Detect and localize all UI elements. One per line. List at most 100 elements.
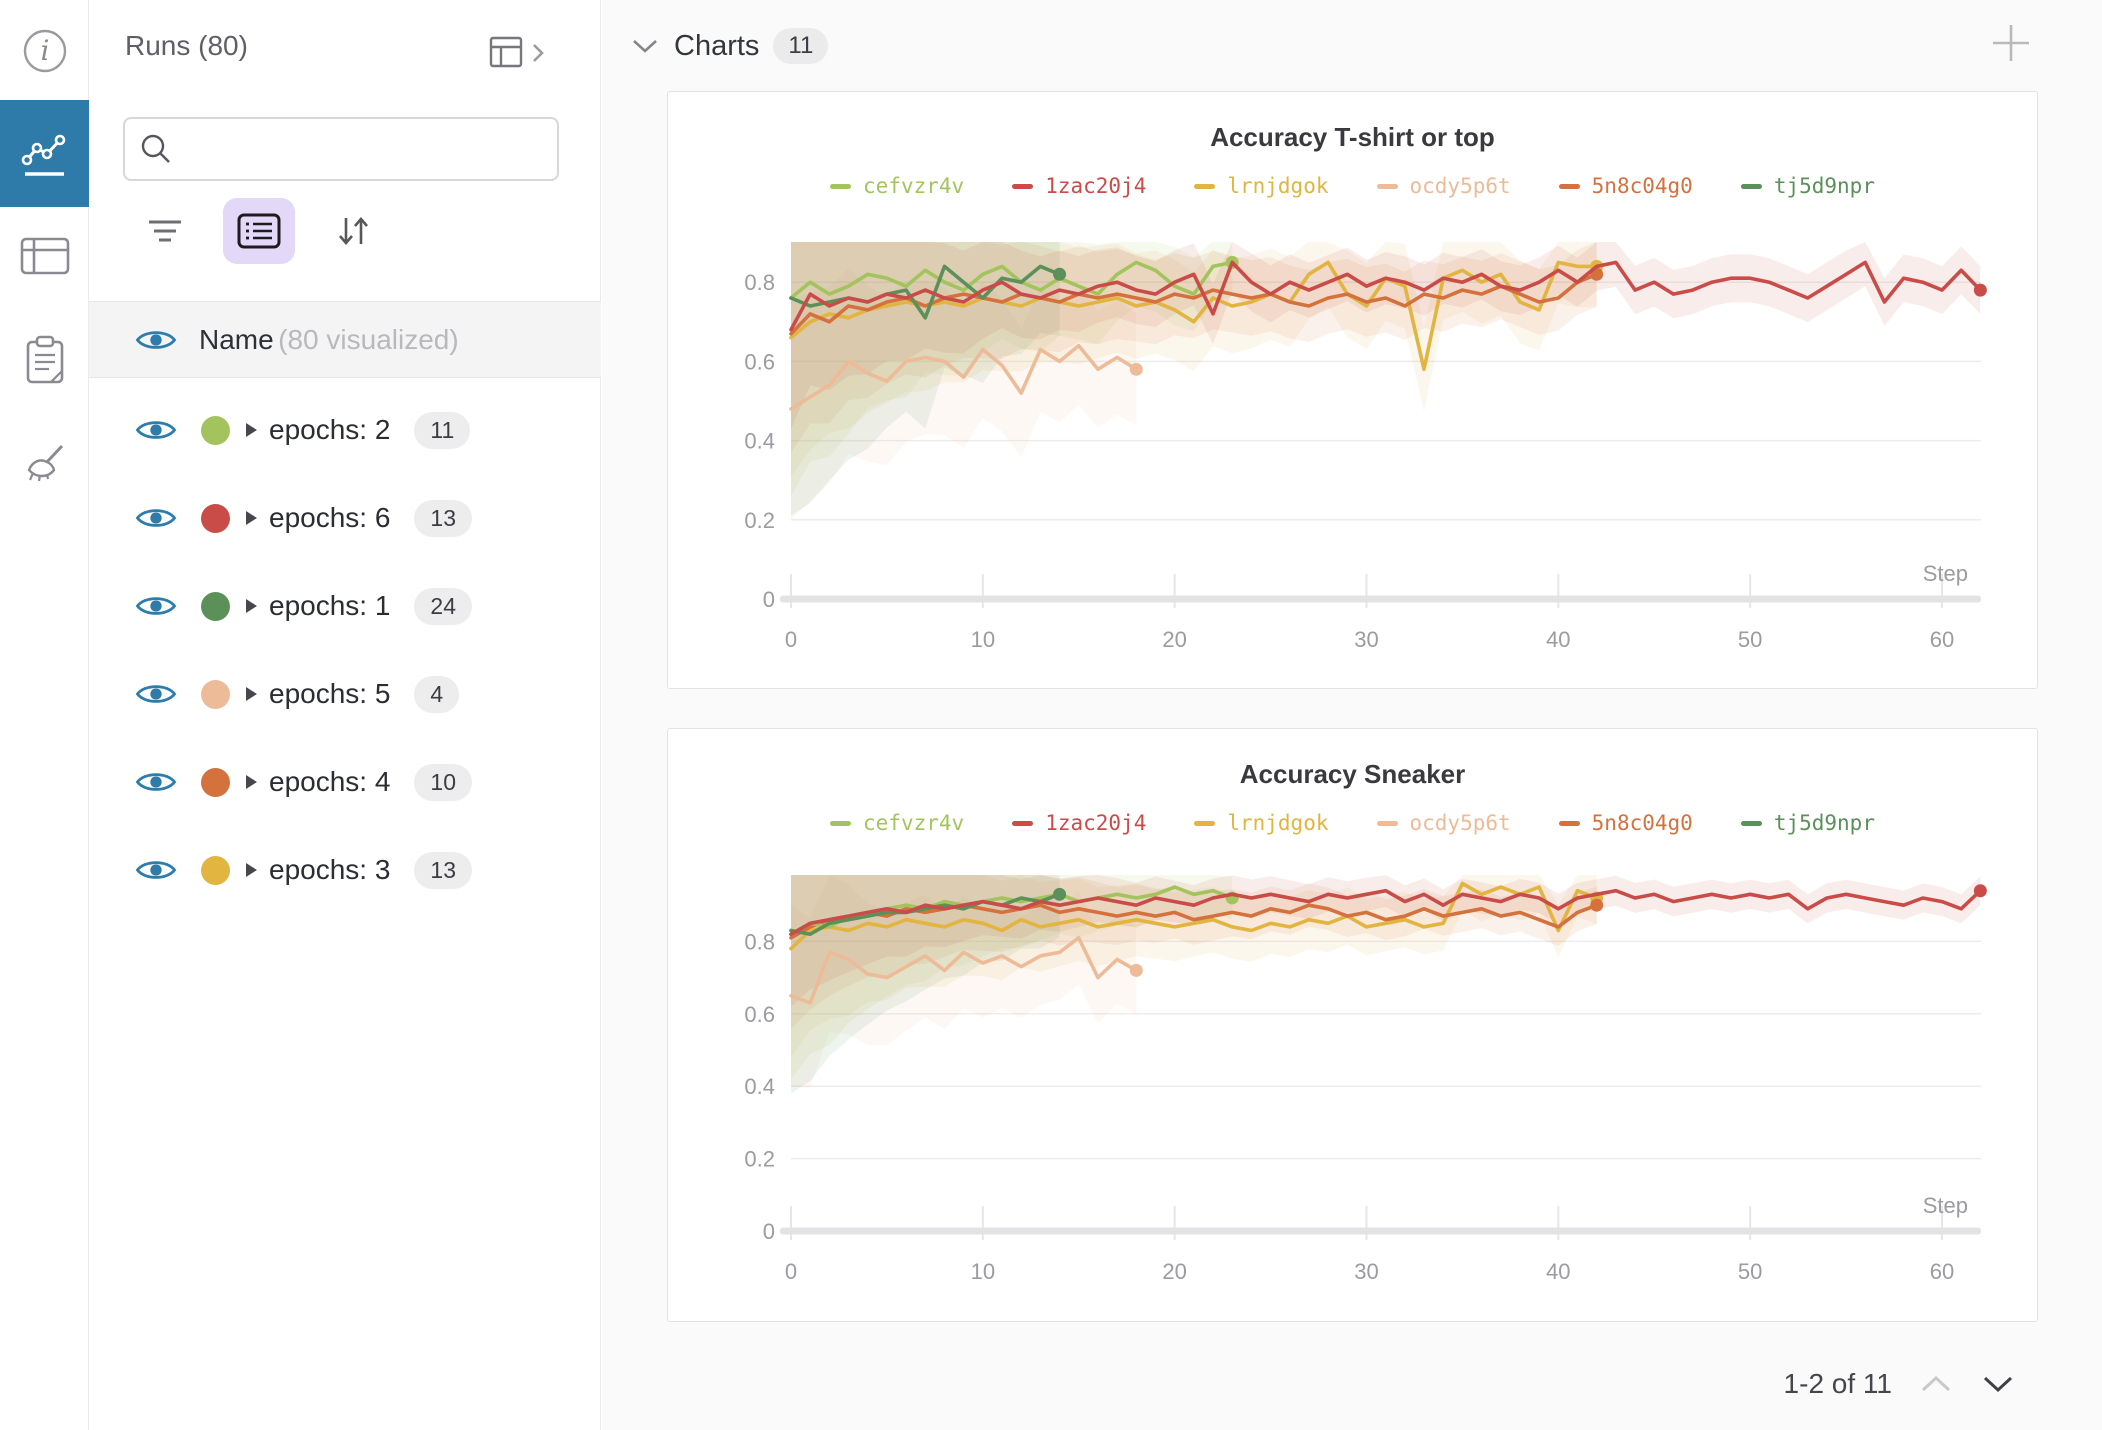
charts-section-header: Charts 11 xyxy=(630,28,829,64)
info-icon[interactable]: i xyxy=(0,16,89,86)
legend-item[interactable]: tj5d9npr xyxy=(1740,174,1875,198)
run-color-dot xyxy=(201,415,230,445)
chart-card: Accuracy Sneaker cefvzr4v 1zac20j4 lrnjdgo… xyxy=(667,728,2038,1322)
legend-run-name: 1zac20j4 xyxy=(1045,174,1147,198)
legend-item[interactable]: 1zac20j4 xyxy=(1012,811,1146,835)
run-count-badge: 24 xyxy=(414,587,473,625)
expand-caret-icon[interactable] xyxy=(246,511,257,525)
add-panel-button[interactable] xyxy=(1990,22,2032,69)
chevron-down-icon[interactable] xyxy=(630,36,660,56)
legend-run-name: lrnjdgok xyxy=(1227,174,1329,198)
svg-text:50: 50 xyxy=(1738,627,1762,652)
line-chart[interactable]: 0 0.2 0.4 0.6 0.8 0 10 20 30 40 50 60 Step xyxy=(668,228,2037,688)
list-view-button[interactable] xyxy=(223,198,295,264)
run-group-label: epochs: 3 xyxy=(269,854,391,885)
expand-caret-icon[interactable] xyxy=(246,863,257,877)
run-group-row[interactable]: epochs: 3 13 xyxy=(89,826,601,914)
runs-search-input[interactable] xyxy=(183,119,557,179)
svg-text:10: 10 xyxy=(971,1259,995,1284)
svg-text:40: 40 xyxy=(1546,627,1570,652)
legend-item[interactable]: 1zac20j4 xyxy=(1012,174,1146,198)
legend-item[interactable]: 5n8c04g0 xyxy=(1558,811,1693,835)
charts-section-title: Charts xyxy=(674,29,760,62)
legend-item[interactable]: 5n8c04g0 xyxy=(1558,174,1693,198)
svg-text:0: 0 xyxy=(785,1259,797,1284)
svg-text:i: i xyxy=(40,34,49,67)
svg-text:0: 0 xyxy=(763,1219,775,1244)
run-count-badge: 4 xyxy=(414,675,460,713)
svg-text:Step: Step xyxy=(1923,1193,1968,1218)
run-color-dot xyxy=(201,855,230,885)
svg-text:30: 30 xyxy=(1354,1259,1378,1284)
group-key-label: Name xyxy=(199,323,274,355)
legend-run-name: tj5d9npr xyxy=(1773,174,1875,198)
runs-toolbar xyxy=(129,196,389,266)
chevron-right-icon xyxy=(533,44,544,62)
expand-caret-icon[interactable] xyxy=(246,775,257,789)
legend-swatch xyxy=(1194,820,1216,826)
chart-title: Accuracy T-shirt or top xyxy=(1210,122,1495,152)
legend-item[interactable]: cefvzr4v xyxy=(830,174,964,198)
expand-caret-icon[interactable] xyxy=(246,599,257,613)
run-color-dot xyxy=(201,679,230,709)
legend-swatch xyxy=(1558,820,1580,826)
charts-count-badge: 11 xyxy=(773,28,829,64)
legend-run-name: cefvzr4v xyxy=(863,811,965,835)
chevron-up-icon[interactable] xyxy=(1918,1372,1954,1396)
eye-icon[interactable] xyxy=(135,768,177,796)
svg-text:40: 40 xyxy=(1546,1259,1570,1284)
svg-text:0.8: 0.8 xyxy=(744,270,775,295)
svg-text:60: 60 xyxy=(1930,1259,1954,1284)
svg-text:10: 10 xyxy=(971,627,995,652)
sort-icon xyxy=(339,217,368,245)
line-chart[interactable]: 0 0.2 0.4 0.6 0.8 0 10 20 30 40 50 60 Step xyxy=(668,861,2037,1321)
sort-button[interactable] xyxy=(317,198,389,264)
run-count-badge: 11 xyxy=(414,411,471,449)
expand-table-button[interactable] xyxy=(489,36,545,70)
expand-caret-icon[interactable] xyxy=(246,687,257,701)
svg-text:0.4: 0.4 xyxy=(744,429,775,454)
run-color-dot xyxy=(201,591,230,621)
run-group-row[interactable]: epochs: 1 24 xyxy=(89,562,601,650)
eye-icon[interactable] xyxy=(135,680,177,708)
svg-text:0.2: 0.2 xyxy=(744,1147,775,1172)
plus-icon xyxy=(1993,25,2029,61)
eye-icon[interactable] xyxy=(135,326,177,354)
run-group-row[interactable]: epochs: 5 4 xyxy=(89,650,601,738)
legend-swatch xyxy=(1740,183,1762,189)
legend-item[interactable]: ocdy5p6t xyxy=(1376,811,1511,835)
clipboard-icon[interactable] xyxy=(0,325,89,395)
svg-text:0: 0 xyxy=(785,627,797,652)
legend-run-name: ocdy5p6t xyxy=(1409,811,1511,835)
eye-icon[interactable] xyxy=(135,416,177,444)
run-group-label: epochs: 6 xyxy=(269,502,391,533)
eye-icon[interactable] xyxy=(135,592,177,620)
legend-item[interactable]: ocdy5p6t xyxy=(1376,174,1511,198)
table-icon[interactable] xyxy=(0,222,89,292)
legend-run-name: 1zac20j4 xyxy=(1045,811,1147,835)
visualized-header-row[interactable]: Name (80 visualized) xyxy=(89,301,601,378)
run-count-badge: 10 xyxy=(414,763,473,801)
list-view-icon xyxy=(237,213,281,249)
chart-legend: cefvzr4v 1zac20j4 lrnjdgok ocdy5p6t 5n8c04g0… xyxy=(668,811,2037,835)
eye-icon[interactable] xyxy=(135,504,177,532)
runs-search xyxy=(123,117,559,181)
runs-panel-title: Runs (80) xyxy=(125,30,248,61)
broom-icon[interactable] xyxy=(0,430,89,500)
expand-caret-icon[interactable] xyxy=(246,423,257,437)
legend-item[interactable]: lrnjdgok xyxy=(1194,174,1329,198)
line-chart-icon[interactable] xyxy=(0,100,89,207)
legend-item[interactable]: lrnjdgok xyxy=(1194,811,1329,835)
search-icon xyxy=(141,134,170,163)
legend-run-name: lrnjdgok xyxy=(1227,811,1329,835)
legend-swatch xyxy=(830,820,852,826)
filter-button[interactable] xyxy=(129,198,201,264)
chevron-down-icon[interactable] xyxy=(1980,1372,2016,1396)
legend-item[interactable]: tj5d9npr xyxy=(1740,811,1875,835)
legend-swatch xyxy=(1194,183,1216,189)
run-group-row[interactable]: epochs: 4 10 xyxy=(89,738,601,826)
eye-icon[interactable] xyxy=(135,856,177,884)
legend-item[interactable]: cefvzr4v xyxy=(830,811,964,835)
run-group-row[interactable]: epochs: 6 13 xyxy=(89,474,601,562)
run-group-row[interactable]: epochs: 2 11 xyxy=(89,386,601,474)
